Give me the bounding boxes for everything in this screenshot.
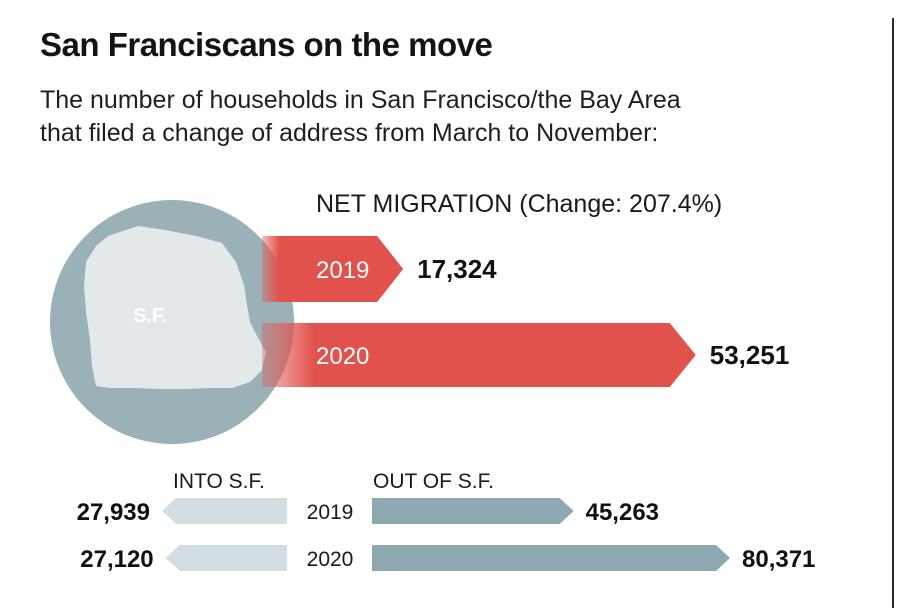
net-year-label-2020: 2020 (316, 343, 369, 370)
subtitle-line-2: that filed a change of address from Marc… (40, 119, 659, 147)
chart-subtitle: The number of households in San Francisc… (40, 84, 880, 150)
out-value-label-2020: 80,371 (742, 546, 815, 573)
net-migration-bars: 2019 17,324 2020 53,251 (262, 236, 789, 387)
subtitle-line-1: The number of households in San Francisc… (40, 86, 681, 114)
net-migration-title: NET MIGRATION (Change: 207.4%) (316, 190, 722, 218)
net-arrow-2020 (262, 323, 696, 387)
flow-bars: 27,939 2019 45,263 27,120 2020 80,371 (77, 498, 815, 573)
sf-map-label: S.F. (133, 305, 167, 327)
net-value-label-2020: 53,251 (710, 340, 790, 370)
net-year-label-2019: 2019 (316, 257, 369, 284)
out-arrow-2019 (372, 498, 574, 524)
into-arrow-2019 (162, 498, 287, 524)
into-arrow-2020 (165, 545, 287, 571)
net-arrow-2019 (262, 236, 404, 302)
chart-title: San Franciscans on the move (40, 26, 493, 63)
out-value-label-2019: 45,263 (586, 499, 659, 526)
column-divider (892, 18, 894, 608)
into-value-label-2020: 27,120 (80, 546, 153, 573)
flow-year-label-2019: 2019 (307, 501, 354, 524)
out-of-sf-legend: OUT OF S.F. (373, 470, 494, 493)
net-value-label-2019: 17,324 (417, 254, 497, 284)
into-sf-legend: INTO S.F. (173, 470, 265, 493)
out-arrow-2020 (372, 545, 730, 571)
into-value-label-2019: 27,939 (77, 499, 150, 526)
flow-year-label-2020: 2020 (307, 548, 354, 571)
sf-map-shape (84, 226, 266, 389)
